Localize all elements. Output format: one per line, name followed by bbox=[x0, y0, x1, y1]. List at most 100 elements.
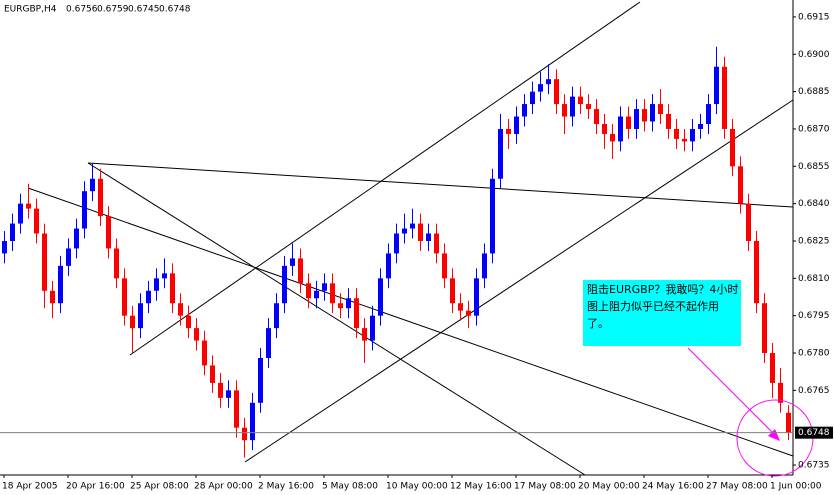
y-tick-label: 0.6810 bbox=[798, 274, 830, 284]
candle-body bbox=[770, 353, 775, 383]
x-tick-label: 17 May 08:00 bbox=[514, 482, 576, 492]
candle-body bbox=[26, 203, 31, 209]
x-tick-label: 2 May 16:00 bbox=[258, 482, 314, 492]
y-tick-label: 0.6870 bbox=[798, 124, 830, 134]
candle-body bbox=[786, 412, 791, 433]
candle-body bbox=[738, 166, 743, 204]
candle-body bbox=[682, 138, 687, 142]
candle-body bbox=[602, 123, 607, 134]
candle-body bbox=[634, 109, 639, 129]
candle-body bbox=[658, 104, 663, 115]
x-tick-label: 1 Jun 00:00 bbox=[770, 482, 822, 492]
y-tick-label: 0.6840 bbox=[798, 199, 830, 209]
candle-body bbox=[714, 66, 719, 105]
ohlc-close: 0.6748 bbox=[159, 5, 191, 15]
current-price-label: 0.6748 bbox=[798, 428, 830, 438]
candle-body bbox=[610, 133, 615, 142]
candle-body bbox=[386, 253, 391, 279]
x-tick-label: 10 May 00:00 bbox=[386, 482, 448, 492]
candle-body bbox=[98, 178, 103, 217]
candle-body bbox=[594, 109, 599, 124]
candle-body bbox=[378, 278, 383, 316]
y-tick-label: 0.6825 bbox=[798, 236, 830, 246]
candle-body bbox=[730, 128, 735, 167]
candle-body bbox=[154, 278, 159, 291]
arrow bbox=[687, 347, 777, 437]
y-tick-label: 0.6885 bbox=[798, 87, 830, 97]
candle-body bbox=[18, 203, 23, 224]
candle-body bbox=[570, 96, 575, 117]
current-price-box bbox=[795, 426, 833, 439]
candle-body bbox=[538, 84, 543, 92]
candle-body bbox=[522, 104, 527, 117]
y-tick-label: 0.6915 bbox=[798, 12, 830, 22]
annotation: 了。 bbox=[587, 317, 609, 330]
trendline bbox=[244, 99, 794, 463]
candle-body bbox=[546, 79, 551, 85]
trendlines bbox=[27, 1, 794, 476]
candle-body bbox=[426, 233, 431, 241]
candle-body bbox=[306, 283, 311, 299]
candle-body bbox=[762, 303, 767, 354]
candle-body bbox=[698, 123, 703, 129]
candle-body bbox=[458, 303, 463, 311]
candle-body bbox=[298, 258, 303, 284]
x-tick-label: 25 Apr 08:00 bbox=[130, 482, 189, 492]
candle-body bbox=[578, 96, 583, 105]
candle-body bbox=[162, 273, 167, 279]
candle-body bbox=[34, 208, 39, 234]
x-tick-label: 12 May 16:00 bbox=[450, 482, 512, 492]
candle-body bbox=[586, 104, 591, 110]
candle-body bbox=[106, 216, 111, 249]
candle-body bbox=[338, 303, 343, 309]
candle-body bbox=[114, 248, 119, 279]
candle-body bbox=[410, 223, 415, 229]
y-tick-label: 0.6735 bbox=[798, 461, 830, 471]
candle-body bbox=[530, 91, 535, 105]
candle-body bbox=[314, 290, 319, 299]
candle-body bbox=[82, 191, 87, 229]
candle-body bbox=[474, 278, 479, 316]
x-tick-label: 20 May 00:00 bbox=[578, 482, 640, 492]
candle-body bbox=[266, 328, 271, 358]
candle-body bbox=[642, 109, 647, 122]
candle-body bbox=[674, 128, 679, 139]
candle-body bbox=[90, 178, 95, 192]
annotation-box bbox=[583, 280, 741, 346]
candle-body bbox=[50, 290, 55, 304]
candle-body bbox=[66, 248, 71, 266]
candle-body bbox=[194, 328, 199, 341]
x-tick-label: 20 Apr 16:00 bbox=[66, 482, 125, 492]
candle-body bbox=[242, 427, 247, 441]
candle-body bbox=[74, 228, 79, 249]
candle-body bbox=[402, 228, 407, 234]
candle-body bbox=[138, 303, 143, 329]
x-tick-label: 28 Apr 00:00 bbox=[194, 482, 253, 492]
trendline bbox=[87, 162, 586, 476]
candle-body bbox=[722, 66, 727, 129]
annotation: 图上阻力似乎已经不起作用 bbox=[587, 300, 719, 313]
candle-body bbox=[2, 240, 7, 254]
candle-body bbox=[290, 258, 295, 266]
candle-body bbox=[250, 402, 255, 441]
candle-body bbox=[498, 128, 503, 179]
candle-body bbox=[394, 233, 399, 254]
ohlc-high: 0.6759 bbox=[97, 5, 129, 15]
x-tick-label: 24 May 16:00 bbox=[642, 482, 704, 492]
y-tick-label: 0.6795 bbox=[798, 311, 830, 321]
annotation: 阻击EURGBP？我敢吗？4小时 bbox=[587, 282, 738, 296]
candle-body bbox=[282, 265, 287, 304]
candle-body bbox=[466, 310, 471, 316]
candle-body bbox=[130, 315, 135, 329]
candle-body bbox=[554, 79, 559, 105]
trendline bbox=[27, 187, 794, 457]
x-tick-label: 5 May 08:00 bbox=[322, 482, 378, 492]
x-tick-label: 27 May 08:00 bbox=[706, 482, 768, 492]
candles bbox=[2, 46, 791, 458]
candle-body bbox=[490, 178, 495, 254]
candle-body bbox=[10, 223, 15, 241]
candle-body bbox=[178, 303, 183, 316]
chart-title: EURGBP,H4 bbox=[4, 5, 57, 15]
